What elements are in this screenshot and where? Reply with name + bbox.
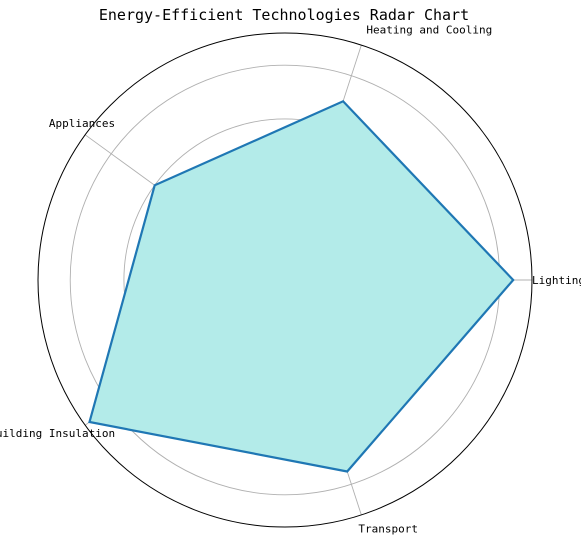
axis-label-transport: Transport xyxy=(358,522,418,535)
series-layer xyxy=(90,101,514,471)
axis-label-lighting: Lighting xyxy=(532,274,581,287)
series-area xyxy=(90,101,514,471)
axis-label-appliances: Appliances xyxy=(49,117,115,130)
axis-label-heating-and-cooling: Heating and Cooling xyxy=(366,24,492,37)
axis-label-building-insulation: Building Insulation xyxy=(0,427,115,440)
chart-title: Energy-Efficient Technologies Radar Char… xyxy=(99,6,469,24)
